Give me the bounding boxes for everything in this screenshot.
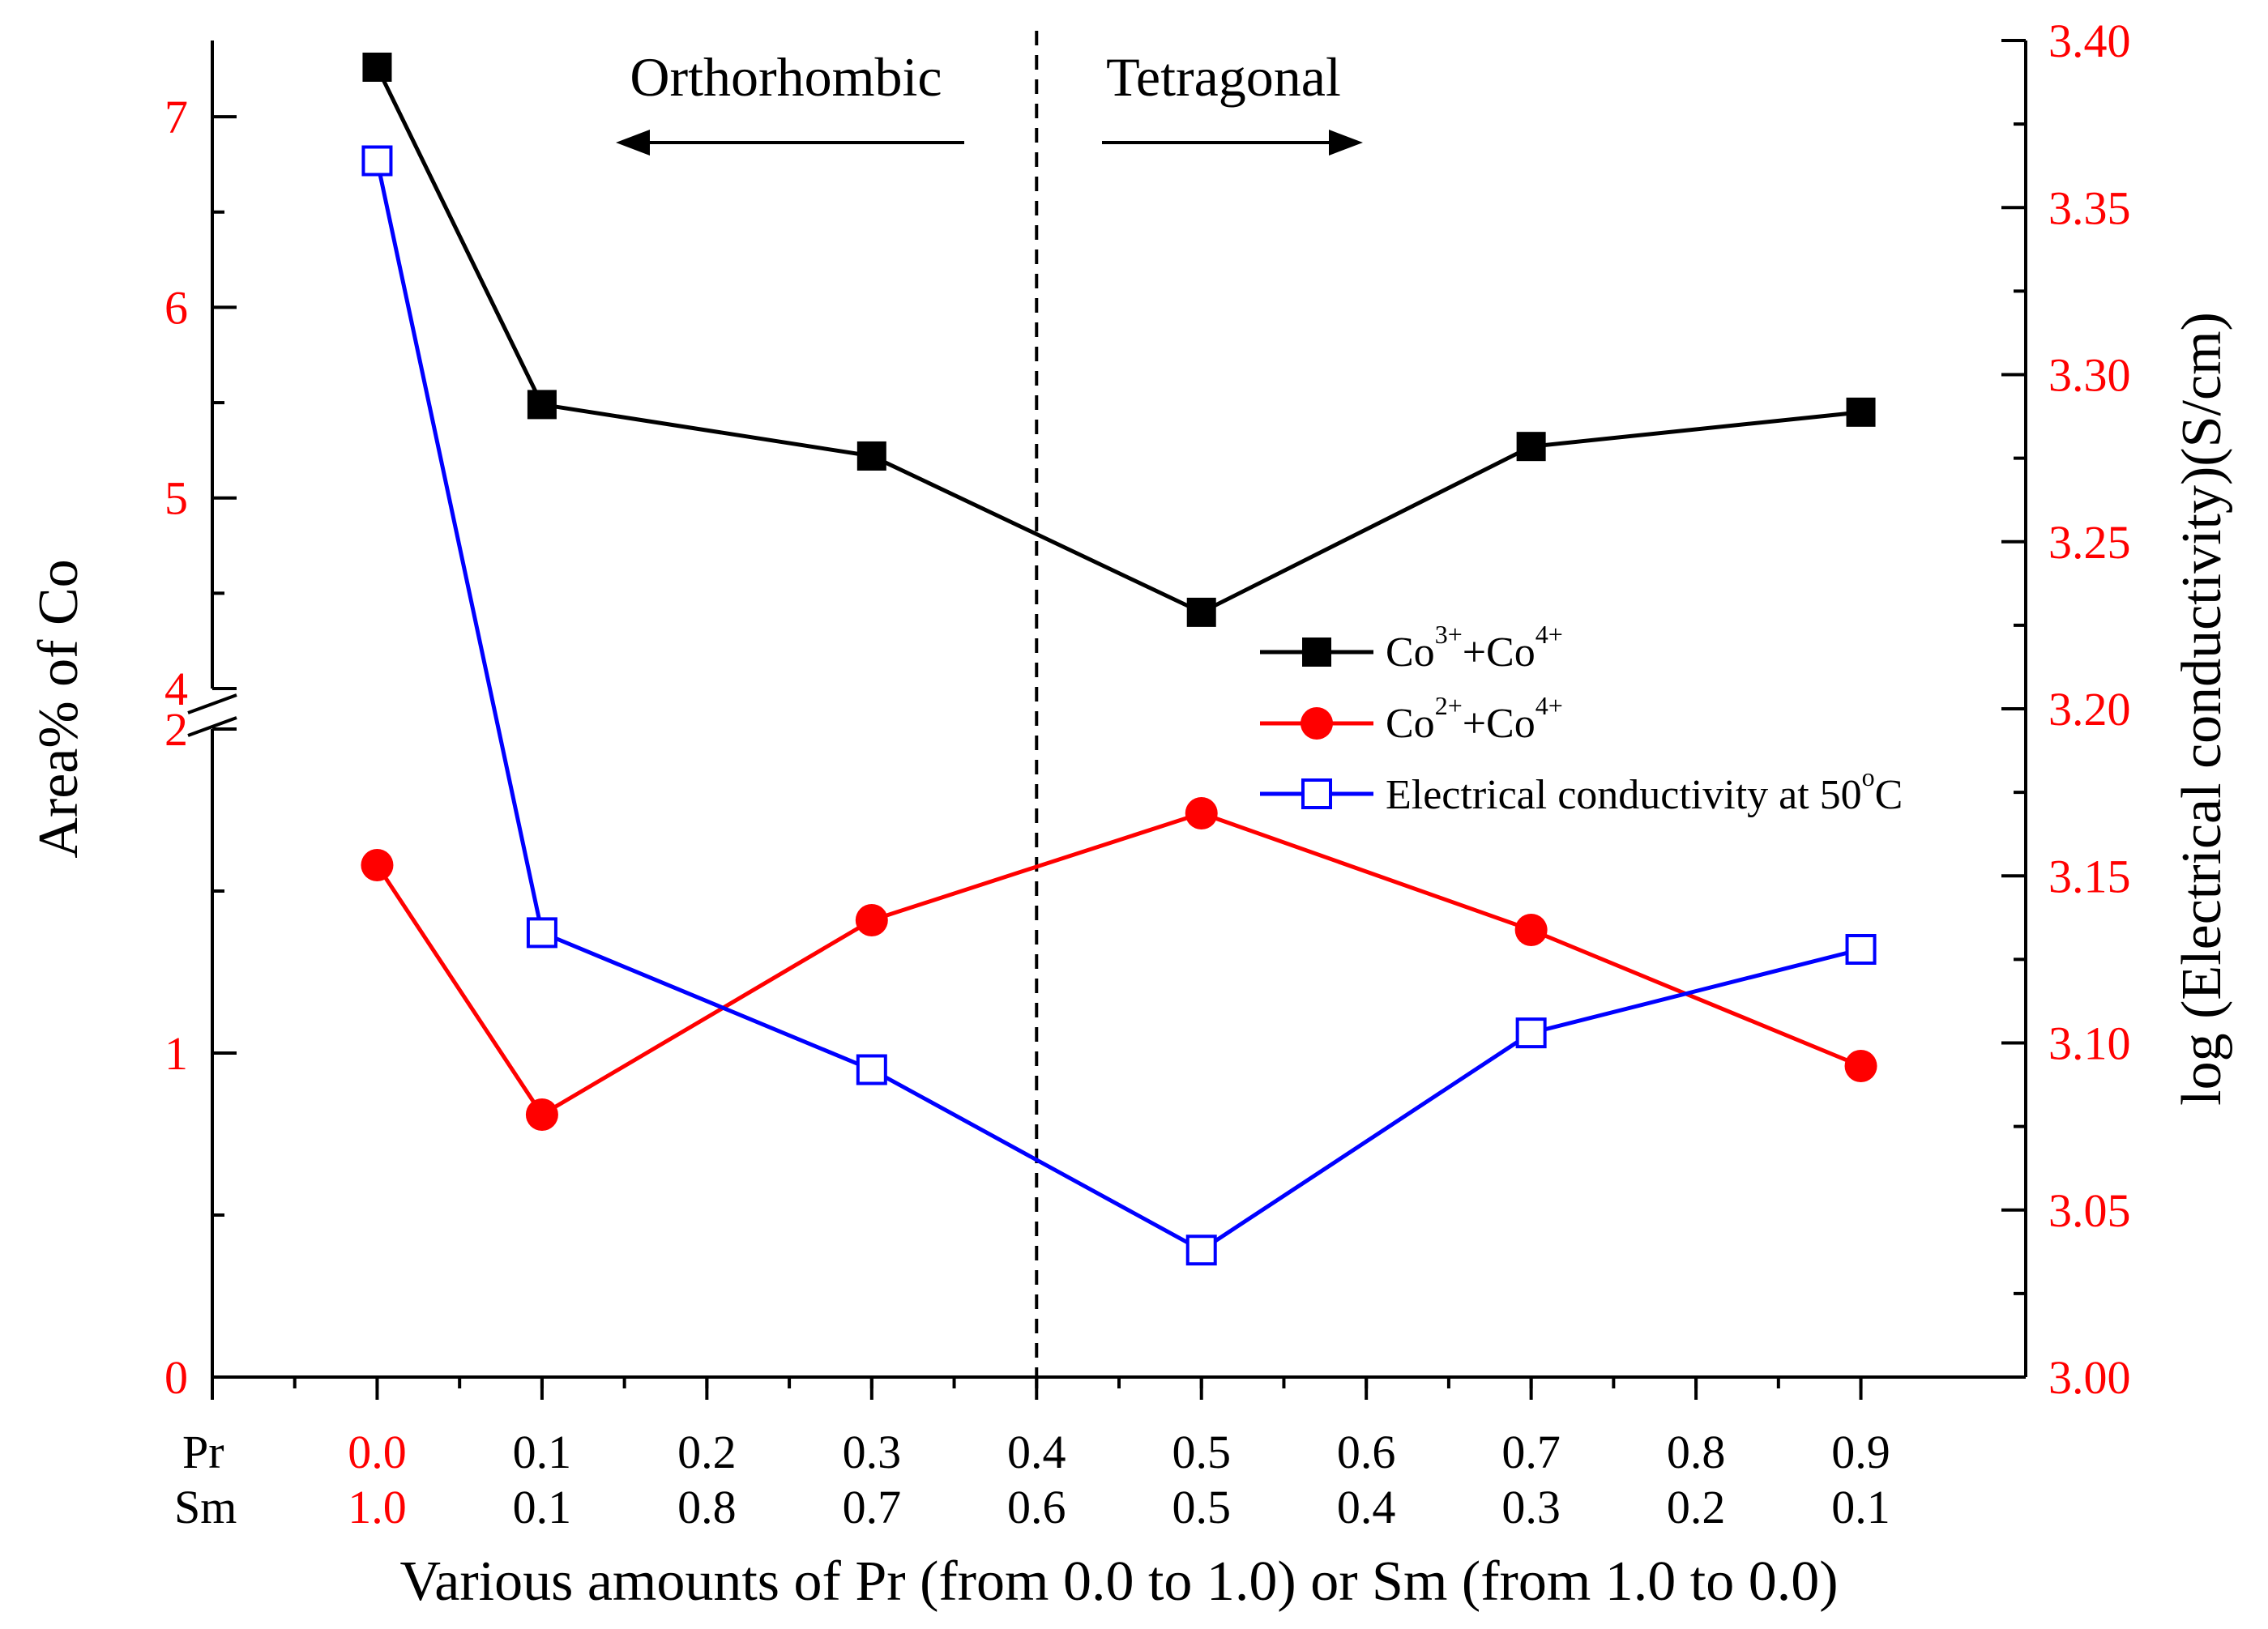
data-point-cond (856, 1054, 887, 1085)
data-point-co24 (1185, 797, 1218, 829)
x-tick-label-pr: 0.9 (1831, 1426, 1890, 1478)
y-right-tick-label: 3.00 (2048, 1351, 2131, 1404)
x-tick-label-sm: 0.1 (1831, 1481, 1890, 1533)
right-axis-ticks: 3.00 3.05 3.10 3.15 3.20 3.25 3.30 3.35 3.40 (2001, 15, 2131, 1404)
data-point-cond (1845, 934, 1877, 965)
data-point-co34 (1846, 397, 1876, 427)
data-point-cond (526, 917, 557, 949)
data-point-co24 (855, 904, 888, 936)
svg-text:Electrical conductivity at 50o: Electrical conductivity at 50oC (1386, 762, 1903, 818)
legend-co34-mid: +Co (1463, 629, 1535, 676)
x-tick-label-pr: 0.7 (1501, 1426, 1561, 1478)
data-point-co34 (856, 441, 886, 471)
x-tick-label-sm: 1.0 (348, 1481, 407, 1533)
legend-entry-co24: Co2++Co4+ (1260, 691, 1563, 747)
x-axis-ticks: 0.01.00.10.10.20.80.30.70.40.60.50.50.60… (211, 1377, 1890, 1533)
series-layer (361, 52, 1877, 1266)
data-point-co34 (1186, 597, 1216, 627)
data-point-cond (1185, 1235, 1217, 1266)
x-tick-label-pr: 0.1 (513, 1426, 572, 1478)
y-right-tick-label: 3.15 (2048, 850, 2131, 902)
y-right-tick-label: 3.30 (2048, 349, 2131, 402)
axis-break-mark-2 (187, 716, 237, 737)
data-point-co34 (362, 52, 392, 82)
series-line-co24 (375, 811, 1862, 1118)
x-tick-label-sm: 0.1 (513, 1481, 572, 1533)
y-right-tick-label: 3.05 (2048, 1184, 2131, 1237)
x-tick-label-pr: 0.8 (1667, 1426, 1726, 1478)
axis-break-mark-1 (187, 693, 237, 714)
x-row-label-pr: Pr (182, 1426, 224, 1478)
data-point-co24 (1844, 1050, 1877, 1082)
x-tick-label-sm: 0.4 (1337, 1481, 1396, 1533)
data-point-cond (1515, 1017, 1547, 1049)
x-axis-title: Various amounts of Pr (from 0.0 to 1.0) … (399, 1550, 1838, 1613)
y-right-tick-label: 3.10 (2048, 1017, 2131, 1070)
x-tick-label-pr: 0.6 (1337, 1426, 1396, 1478)
y-left-tick-label: 6 (164, 281, 188, 334)
data-point-co24 (1514, 914, 1548, 946)
y-left-tick-label: 0 (164, 1351, 188, 1404)
legend-co24-sup2: 4+ (1535, 691, 1563, 720)
data-point-co24 (525, 1098, 558, 1131)
y-left-tick-label: 4 (164, 663, 188, 715)
phase-label-orthorhombic: Orthorhombic (630, 46, 942, 108)
x-tick-label-sm: 0.8 (677, 1481, 737, 1533)
legend: Co3++Co4+ Co2++Co4+ Electrical conductiv… (1260, 620, 1903, 818)
series-line-cond (375, 160, 1862, 1253)
data-point-co24 (361, 849, 394, 881)
y-left-tick-label: 5 (164, 472, 188, 525)
phase-label-tetragonal: Tetragonal (1106, 46, 1341, 108)
svg-text:Co3++Co4+: Co3++Co4+ (1386, 620, 1563, 676)
y-axis-right-title: log (Electrical conductivity)(S/cm) (2171, 312, 2233, 1106)
legend-co34-base: Co (1386, 629, 1435, 676)
x-tick-label-sm: 0.7 (843, 1481, 902, 1533)
x-tick-label-sm: 0.3 (1501, 1481, 1561, 1533)
x-row-label-sm: Sm (174, 1481, 237, 1533)
legend-conductivity-mid: C (1875, 772, 1903, 818)
y-left-tick-label: 7 (164, 91, 188, 143)
y-right-tick-label: 3.35 (2048, 181, 2131, 234)
arrow-right-head (1329, 130, 1363, 156)
legend-conductivity-sup1: o (1862, 762, 1875, 791)
y-right-tick-label: 3.20 (2048, 683, 2131, 736)
y-right-tick-label: 3.40 (2048, 15, 2131, 67)
x-tick-label-sm: 0.2 (1667, 1481, 1726, 1533)
legend-co34-sup1: 3+ (1435, 620, 1463, 649)
arrow-left-head (616, 130, 650, 156)
x-tick-label-sm: 0.5 (1172, 1481, 1231, 1533)
svg-text:Co2++Co4+: Co2++Co4+ (1386, 691, 1563, 747)
x-tick-label-pr: 0.2 (677, 1426, 737, 1478)
legend-conductivity-base: Electrical conductivity at 50 (1386, 772, 1862, 818)
x-tick-label-pr: 0.3 (843, 1426, 902, 1478)
y-left-tick-label: 2 (164, 703, 188, 756)
y-right-tick-label: 3.25 (2048, 516, 2131, 569)
x-tick-label-pr: 0.0 (348, 1426, 407, 1478)
legend-co24-mid: +Co (1463, 701, 1535, 747)
legend-co24-base: Co (1386, 701, 1435, 747)
legend-co24-sup1: 2+ (1435, 691, 1463, 720)
data-point-co34 (1516, 432, 1546, 462)
data-point-co34 (527, 390, 557, 420)
data-point-cond (361, 145, 393, 177)
series-line-co34 (375, 66, 1861, 615)
legend-entry-co34: Co3++Co4+ (1260, 620, 1563, 676)
y-left-tick-label: 1 (164, 1027, 188, 1080)
legend-co34-sup2: 4+ (1535, 620, 1563, 649)
phase-annotations: Orthorhombic Tetragonal (616, 31, 1363, 1377)
x-tick-label-pr: 0.5 (1172, 1426, 1231, 1478)
legend-entry-conductivity: Electrical conductivity at 50oC (1260, 762, 1903, 818)
y-axis-left-title: Area% of Co (28, 559, 90, 858)
left-axis-ticks: 0 1 24 5 6 7 (164, 91, 237, 1404)
x-tick-label-sm: 0.6 (1007, 1481, 1066, 1533)
x-tick-label-pr: 0.4 (1007, 1426, 1066, 1478)
